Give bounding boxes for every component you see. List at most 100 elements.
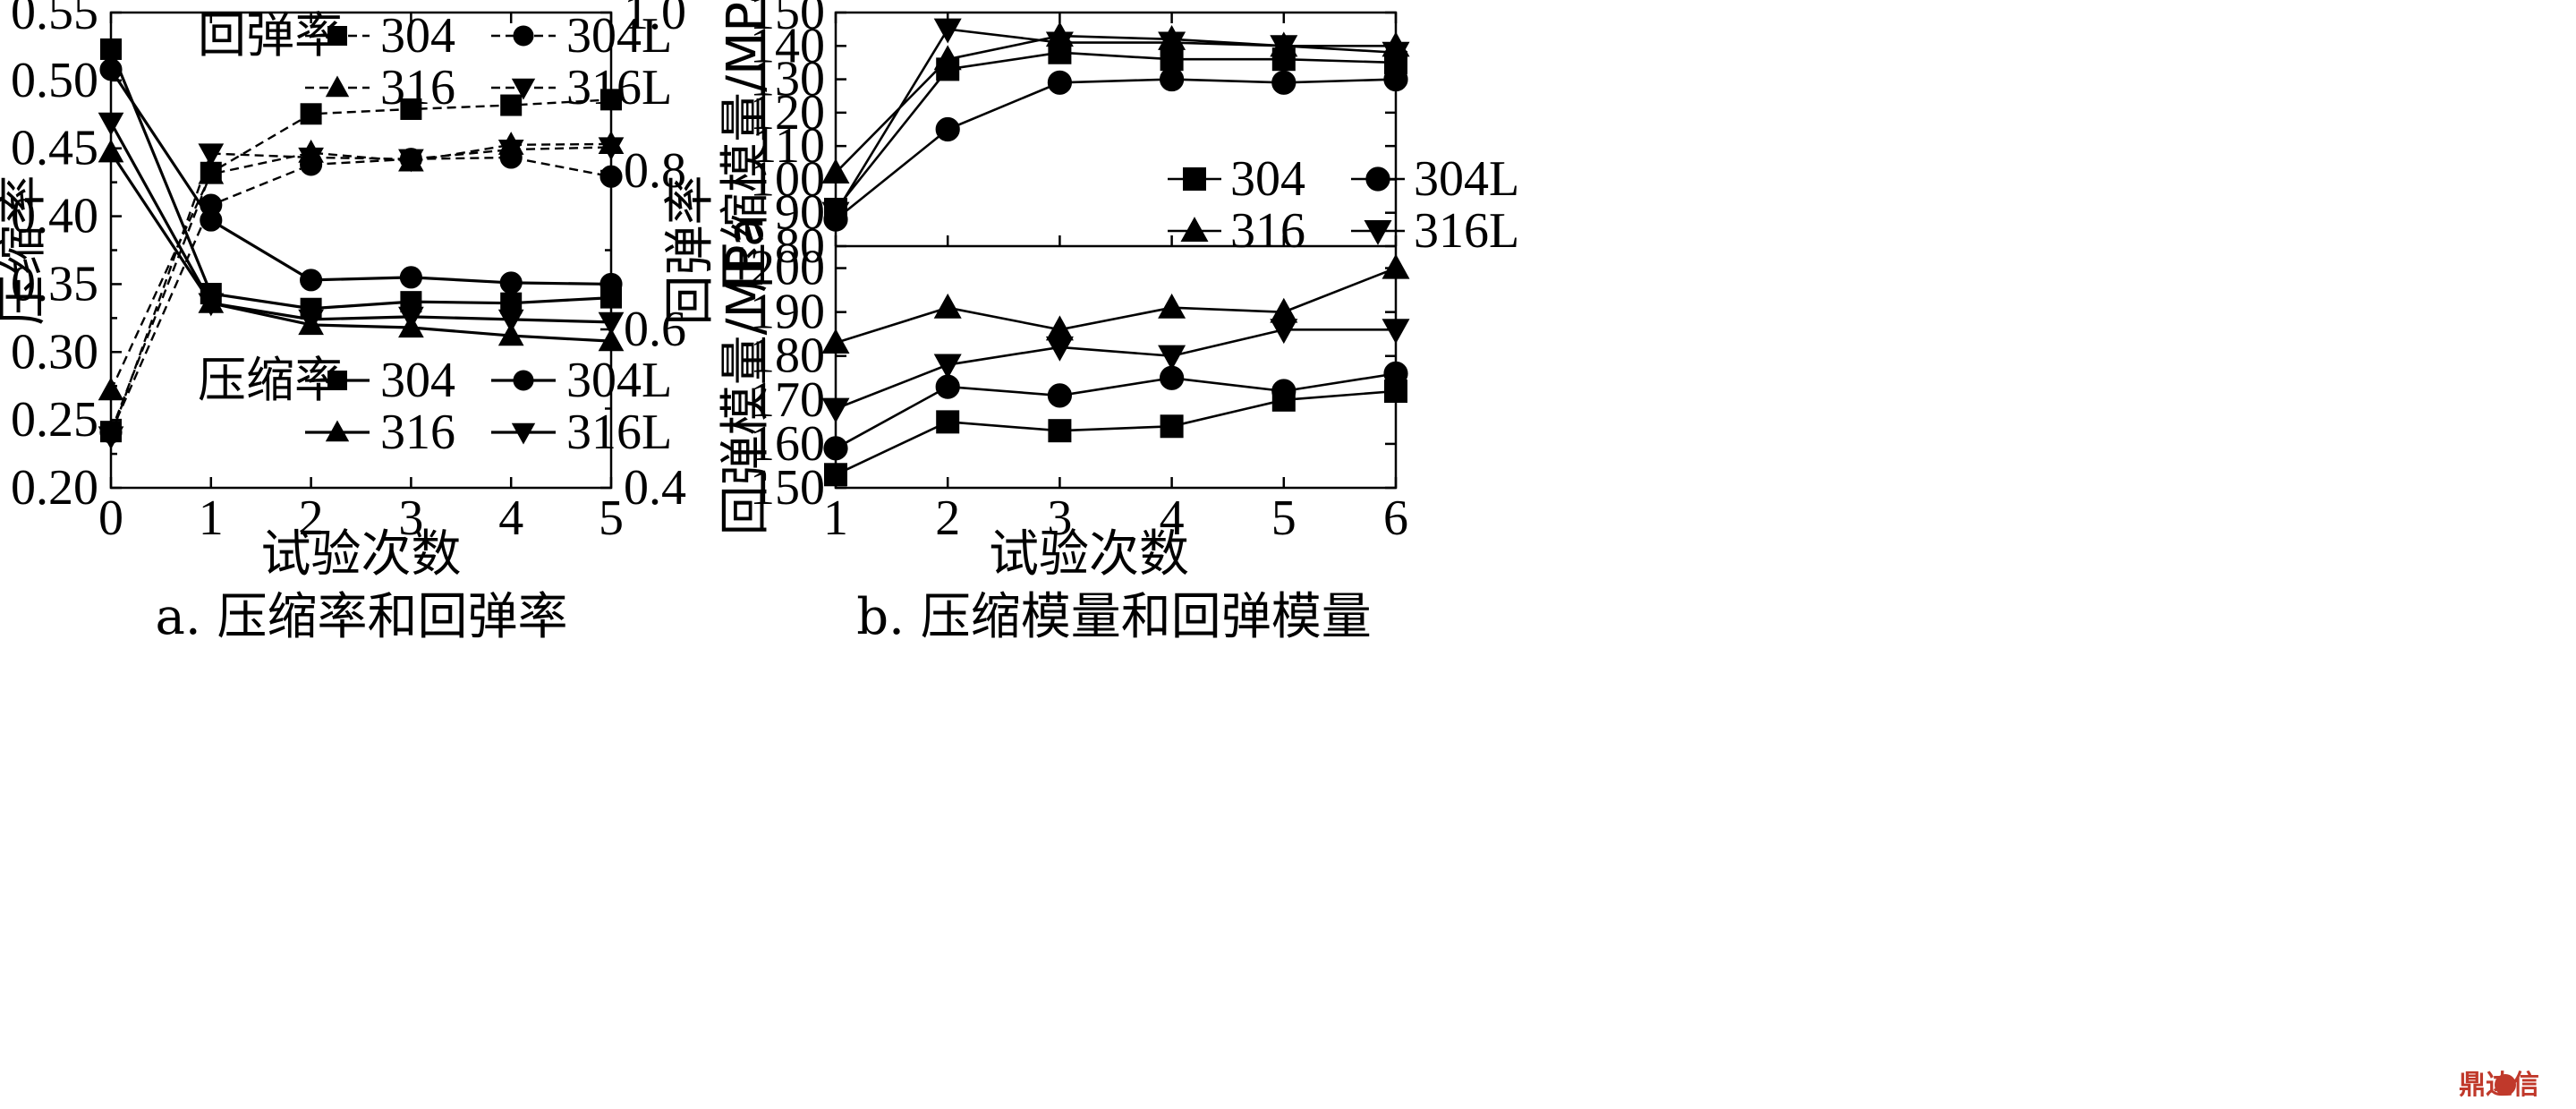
data-point-compression [298,309,324,333]
panel-caption: b. 压缩模量和回弹模量 [856,588,1371,646]
panel-caption: a. 压缩率和回弹率 [156,588,568,646]
legend-entry: 304L [566,8,672,64]
y-tick-label-top: 90 [775,185,825,241]
legend-marker [327,371,347,390]
series-line-compression-modulus [834,28,1397,214]
series-line-compression-modulus [834,51,1397,210]
series-line-rebound-modulus [835,389,1397,476]
y-tick-label-top: 110 [752,118,825,174]
legend-entry: 316 [380,405,455,460]
data-point-rebound-modulus [823,436,848,461]
data-point-rebound [599,165,623,188]
y-tick-label: 0.50 [11,53,98,108]
series-line-compression [109,151,612,343]
x-tick-label: 5 [1271,491,1297,546]
data-point-compression-modulus [1047,70,1073,95]
legend-entry: 304 [380,353,455,408]
legend-title: 回弹率 [198,7,343,64]
y-tick-label: 0.25 [11,392,98,448]
legend-entry: 316L [566,405,672,460]
data-point-compression [98,112,124,136]
data-point-rebound [398,149,424,173]
y-tick-label-top: 150 [750,0,825,40]
y2-tick-label: 0.4 [624,460,686,516]
data-point-compression-modulus [935,116,960,142]
x-tick-label: 1 [823,491,848,546]
data-point-rebound [98,377,124,401]
y-tick-label-top: 120 [750,85,825,141]
legend-entry: 316L [1414,203,1519,259]
legend-marker [1364,219,1392,245]
data-point-compression-modulus [1271,70,1297,95]
legend-marker [325,420,350,442]
data-point-compression-modulus [1382,41,1410,67]
x-tick-label: 2 [935,491,960,546]
series-line-rebound [109,142,612,391]
chart-panel-b: 1 2 3 4 5 68090100110120130140150150160170180… [717,0,1519,646]
data-point-compression-modulus [933,45,962,71]
data-point-compression [499,271,523,294]
data-point-compression [100,38,122,60]
data-point-rebound [598,137,625,161]
data-point-rebound [500,94,523,116]
y-tick-label: 0.40 [11,189,98,244]
plot-frame [109,11,613,490]
x-tick-label: 3 [1047,491,1072,546]
series-line-compression-modulus [835,78,1397,221]
series-line-rebound-modulus [835,328,1396,410]
data-point-compression-modulus [821,158,850,184]
data-point-rebound-modulus [933,354,962,380]
y-tick-label: 0.20 [11,460,98,516]
data-point-rebound [198,160,225,184]
x-tick-label: 0 [98,491,123,546]
data-point-compression [598,328,625,352]
y-tick-label-bottom: 200 [750,241,825,296]
legend-entry: 316L [566,60,672,115]
y-axis-label-top: 压缩模量/MPa [717,0,775,293]
data-point-rebound [300,103,322,125]
data-point-rebound-modulus [1382,319,1410,345]
y-tick-label: 0.45 [11,121,98,176]
x-tick-label: 4 [498,491,523,546]
y-tick-label: 0.35 [11,256,98,311]
legend-marker [513,25,534,47]
y-tick-label: 0.30 [11,324,98,380]
data-point-compression-modulus [933,18,962,44]
data-point-rebound-modulus [936,410,960,434]
y-tick-label: 0.55 [11,0,98,40]
x-axis-label: 试验次数 [261,525,462,584]
data-point-rebound-modulus [1383,361,1408,386]
legend-entry: 304 [380,8,455,64]
data-point-compression [200,209,223,232]
series-line-rebound [109,156,612,433]
legend-entry: 304L [566,353,672,408]
y-tick-label-bottom: 190 [750,285,825,340]
series-line-compression [109,48,612,311]
data-point-compression [398,306,424,330]
y-tick-label-top: 100 [750,151,825,207]
series-line-rebound [109,146,612,437]
data-point-rebound [600,89,622,111]
y2-axis-label: 回弹率 [661,175,719,326]
data-point-compression [598,311,625,336]
x-axis-label: 试验次数 [989,525,1189,584]
series-line-rebound [109,98,612,432]
legend-marker [511,78,536,100]
data-point-compression [300,269,323,292]
data-point-compression [497,309,524,333]
data-point-compression [599,272,623,295]
y-tick-label-top: 130 [750,52,825,107]
legend-marker [513,370,534,391]
data-point-rebound-modulus [1047,383,1073,408]
data-point-rebound-modulus [1045,336,1074,362]
data-point-rebound [400,98,422,120]
legend-marker [511,422,536,445]
data-point-compression [99,58,123,81]
y-tick-label-bottom: 160 [750,416,825,472]
legend-entry: 316 [1230,203,1305,259]
x-tick-label: 6 [1383,491,1408,546]
data-point-rebound-modulus [933,293,962,319]
data-point-rebound-modulus [824,463,847,487]
x-tick-label: 4 [1160,491,1185,546]
